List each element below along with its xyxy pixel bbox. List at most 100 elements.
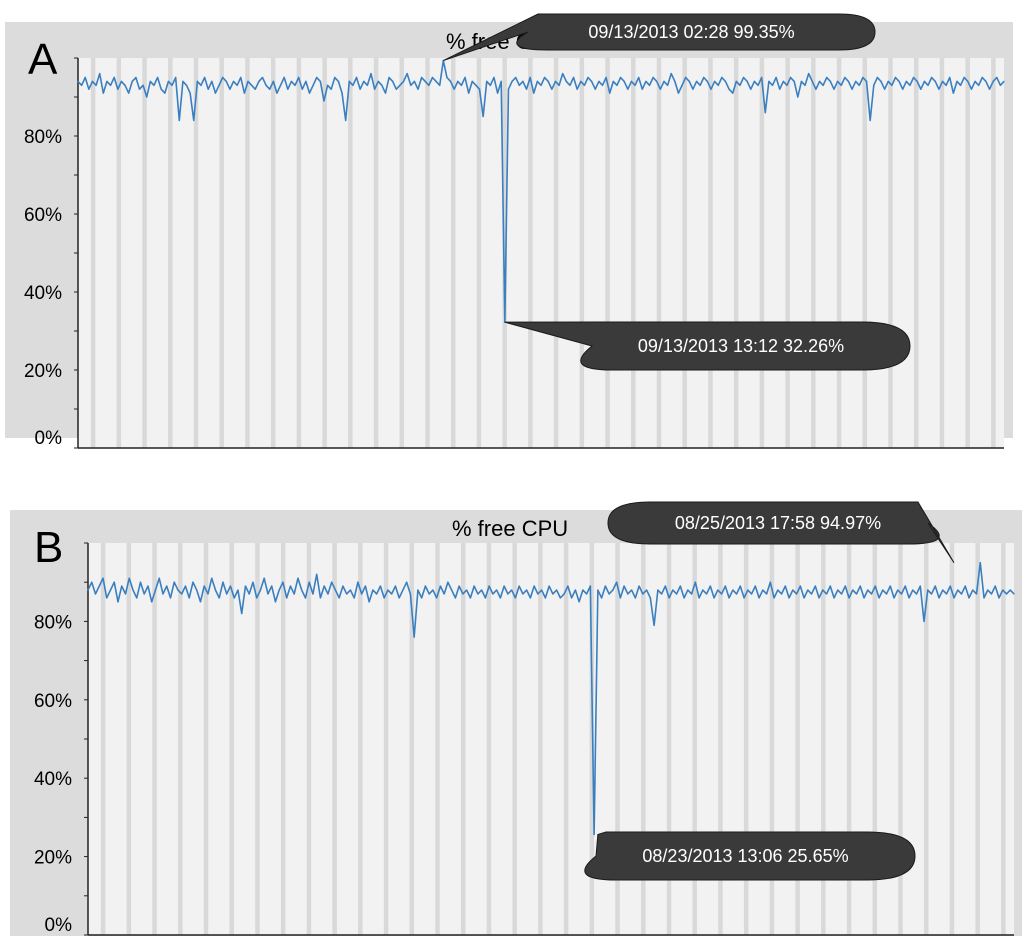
series-line	[87, 561, 1015, 836]
grid-stripe	[116, 58, 122, 448]
data-point	[547, 80, 549, 82]
data-point	[822, 84, 824, 86]
data-point	[421, 76, 423, 79]
data-point	[261, 76, 264, 79]
data-point	[330, 88, 332, 90]
data-point	[882, 589, 884, 591]
data-point	[897, 589, 899, 591]
data-point	[784, 585, 786, 587]
data-point	[278, 589, 280, 591]
data-point	[747, 589, 749, 591]
data-point	[833, 88, 835, 90]
data-point	[594, 88, 596, 90]
data-point	[799, 585, 801, 587]
data-point	[160, 88, 162, 90]
data-point	[956, 80, 958, 82]
grid-stripe	[682, 58, 687, 448]
data-point	[357, 581, 359, 583]
y-tick-label: 0%	[45, 915, 73, 936]
grid-stripe	[142, 58, 147, 448]
data-point	[717, 589, 719, 591]
data-point	[460, 84, 463, 86]
data-point	[214, 589, 217, 591]
data-point	[131, 80, 133, 82]
data-point	[529, 597, 531, 599]
data-point	[276, 92, 278, 94]
data-point	[399, 84, 401, 86]
data-point	[645, 589, 648, 591]
data-point	[953, 597, 955, 599]
data-point	[189, 92, 191, 94]
data-point	[252, 581, 254, 583]
data-point	[247, 80, 249, 82]
data-point	[439, 84, 441, 86]
data-point	[384, 92, 387, 94]
data-point	[916, 80, 918, 82]
callout-label: 09/13/2013 13:12 32.26%	[638, 336, 844, 356]
data-point	[475, 84, 477, 86]
grid-stripe	[913, 58, 919, 448]
data-point	[930, 593, 933, 595]
data-point	[286, 597, 288, 599]
data-point	[559, 597, 561, 599]
data-point	[837, 80, 839, 82]
data-point	[226, 593, 228, 595]
y-tick-label: 80%	[24, 127, 62, 148]
data-point	[203, 585, 205, 587]
grid-stripe	[409, 543, 415, 935]
data-point	[593, 833, 595, 836]
data-point	[499, 597, 501, 599]
data-point	[804, 84, 806, 86]
data-point	[765, 593, 768, 595]
data-point	[571, 597, 573, 599]
data-point	[443, 593, 445, 595]
data-point	[815, 88, 817, 90]
data-point	[106, 80, 108, 82]
data-point	[619, 597, 621, 599]
chart-a-svg: 0%20%40%60%80%% free CPU 09/13/2013 02:28…	[5, 13, 1013, 449]
data-point	[612, 589, 614, 591]
grid-stripe	[486, 543, 492, 935]
data-point	[694, 581, 696, 583]
grid-stripe	[280, 543, 286, 935]
data-point	[518, 585, 520, 587]
data-point	[424, 80, 426, 82]
data-point	[975, 593, 978, 595]
data-point	[301, 88, 303, 90]
grid-stripe	[399, 58, 405, 448]
data-point	[627, 593, 629, 595]
data-point	[117, 601, 119, 603]
data-point	[233, 597, 235, 599]
data-point	[889, 585, 891, 587]
data-point	[915, 593, 918, 595]
data-point	[709, 585, 711, 587]
data-point	[301, 589, 303, 591]
data-point	[298, 76, 300, 79]
data-point	[267, 593, 269, 595]
callout: 09/13/2013 13:12 32.26%	[504, 321, 911, 371]
data-point	[612, 80, 614, 82]
data-point	[379, 585, 382, 587]
data-point	[583, 84, 586, 86]
data-point	[181, 593, 183, 595]
data-point	[353, 597, 355, 599]
data-point	[421, 597, 423, 599]
data-point	[377, 80, 379, 82]
data-point	[435, 80, 437, 82]
data-point	[91, 80, 94, 82]
data-point	[185, 84, 188, 86]
data-point	[153, 84, 155, 86]
grid-stripe	[888, 58, 893, 448]
data-point	[496, 589, 498, 591]
data-point	[649, 597, 651, 599]
data-point	[337, 80, 340, 82]
data-point	[124, 84, 126, 86]
data-point	[511, 80, 513, 82]
data-point	[279, 84, 282, 86]
data-point	[236, 84, 238, 86]
data-point	[949, 585, 951, 587]
data-point	[478, 88, 481, 90]
data-point	[240, 76, 242, 79]
data-point	[147, 585, 149, 587]
data-point	[128, 577, 130, 579]
